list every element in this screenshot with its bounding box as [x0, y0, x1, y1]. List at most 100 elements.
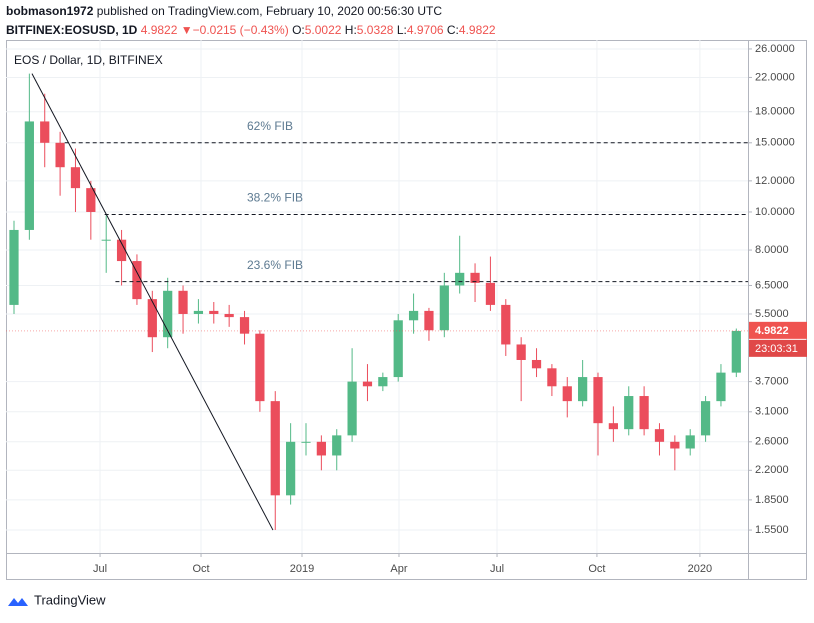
- candle-body: [55, 142, 65, 168]
- candle-body: [209, 310, 219, 314]
- brand: TradingView: [34, 592, 106, 607]
- candle-body: [393, 320, 403, 378]
- candle-body: [40, 121, 50, 143]
- fib-label: 62% FIB: [247, 119, 293, 133]
- candle-body: [424, 310, 434, 331]
- fib-label: 38.2% FIB: [247, 191, 303, 205]
- h: 5.0328: [357, 23, 394, 37]
- candle-body: [716, 372, 726, 402]
- candle-body: [255, 333, 265, 402]
- l: 4.9706: [407, 23, 444, 37]
- trendline: [31, 73, 274, 531]
- candle-body: [332, 435, 342, 456]
- candle-body: [224, 313, 234, 318]
- c-label: C:: [447, 23, 459, 37]
- candle-body: [9, 229, 19, 305]
- candle-body: [670, 441, 680, 449]
- candle-body: [270, 401, 280, 496]
- candle-body: [24, 121, 34, 230]
- candle-body: [378, 377, 388, 387]
- symbol-line: BITFINEX:EOSUSD, 1D 4.9822 ▼−0.0215 (−0.…: [6, 23, 496, 37]
- y-tick-label: 8.0000: [755, 244, 789, 256]
- candle-body: [685, 435, 695, 449]
- candle-body: [700, 401, 711, 436]
- candle-body: [178, 290, 188, 314]
- price-box: [749, 321, 807, 339]
- price: 4.9822: [141, 23, 178, 37]
- change: −0.0215 (−0.43%): [193, 23, 289, 37]
- y-tick-label: 15.0000: [755, 137, 795, 149]
- price-label: 4.9822: [755, 325, 789, 337]
- candle-body: [639, 396, 649, 430]
- candle-body: [101, 239, 111, 241]
- candle-body: [147, 299, 157, 338]
- y-tick-label: 12.0000: [755, 175, 795, 187]
- candle-body: [86, 188, 96, 212]
- candle-body: [193, 310, 204, 314]
- candle-body: [286, 441, 296, 496]
- y-tick-label: 2.2000: [755, 464, 789, 476]
- y-tick-label: 26.0000: [755, 43, 795, 55]
- candle-body: [485, 282, 496, 305]
- legend: EOS / Dollar, 1D, BITFINEX: [14, 53, 163, 67]
- candle-body: [624, 396, 634, 430]
- x-tick-label: Oct: [192, 563, 209, 575]
- candle-body: [593, 377, 603, 424]
- candle-body: [470, 272, 480, 283]
- arrow: ▼: [181, 23, 193, 37]
- countdown: 23:03:31: [755, 343, 798, 355]
- candle-body: [731, 330, 741, 373]
- author: bobmason1972: [6, 4, 94, 18]
- c: 4.9822: [459, 23, 496, 37]
- x-tick-label: Jul: [93, 563, 107, 575]
- y-tick-label: 22.0000: [755, 71, 795, 83]
- y-tick-label: 1.8500: [755, 494, 789, 506]
- h-label: H:: [345, 23, 357, 37]
- plot: [6, 73, 748, 531]
- candle-body: [516, 344, 526, 360]
- candle-body: [408, 310, 419, 321]
- candle-body: [578, 377, 588, 402]
- o: 5.0022: [305, 23, 342, 37]
- candle-body: [116, 239, 127, 262]
- y-tick-label: 6.5000: [755, 279, 789, 291]
- y-tick-label: 3.1000: [755, 406, 789, 418]
- countdown-box: [749, 339, 807, 357]
- x-tick-label: Oct: [588, 563, 605, 575]
- candle-body: [455, 272, 465, 286]
- candle-body: [439, 285, 449, 331]
- x-tick-label: Jul: [490, 563, 504, 575]
- logo-icon: [8, 598, 28, 606]
- candle-body: [562, 386, 572, 402]
- candle-body: [132, 261, 142, 300]
- x-tick-label: 2020: [688, 563, 712, 575]
- candle-body: [239, 317, 250, 334]
- y-tick-label: 18.0000: [755, 106, 795, 118]
- frame: [6, 40, 807, 580]
- candle-body: [316, 441, 326, 456]
- candle-body: [362, 381, 373, 387]
- y-tick-label: 2.6000: [755, 436, 789, 448]
- fib-label: 23.6% FIB: [247, 258, 303, 272]
- y-tick-label: 10.0000: [755, 206, 795, 218]
- y-tick-label: 3.7000: [755, 376, 789, 388]
- published: published on TradingView.com, February 1…: [97, 4, 443, 18]
- y-tick-label: 1.5500: [755, 524, 789, 536]
- candle-body: [547, 368, 557, 387]
- candle-body: [608, 423, 618, 430]
- candle-body: [70, 167, 81, 189]
- grid: [6, 40, 748, 553]
- o-label: O:: [292, 23, 305, 37]
- header-line: bobmason1972 published on TradingView.co…: [6, 4, 442, 18]
- symbol: BITFINEX:EOSUSD, 1D: [6, 23, 138, 37]
- x-tick-label: 2019: [290, 563, 314, 575]
- candle-body: [654, 429, 665, 442]
- candle-body: [301, 441, 311, 443]
- candle-body: [501, 304, 511, 345]
- y-tick-label: 5.5000: [755, 308, 789, 320]
- logo: [8, 598, 28, 606]
- candle-body: [531, 359, 542, 369]
- candle-body: [163, 290, 173, 338]
